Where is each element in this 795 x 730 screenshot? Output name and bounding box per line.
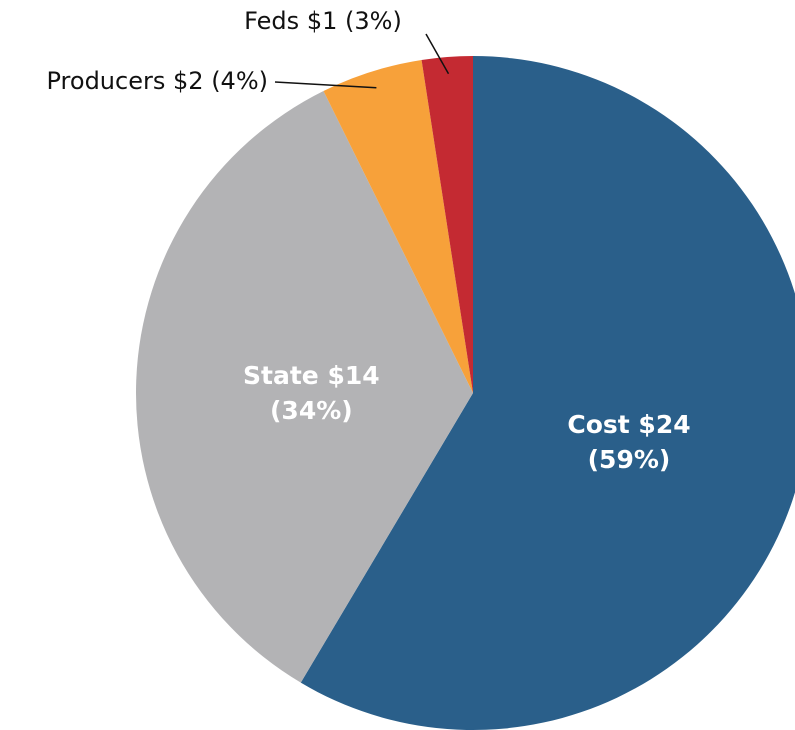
slice-value: $1 [307,7,338,35]
slice-label: Producers $2 (4%) [47,67,269,95]
leader-line [425,33,450,75]
slice-percent: (59%) [588,445,671,474]
pie-slice [135,90,474,683]
leader-line [274,81,377,89]
slice-percent: (3%) [345,7,402,35]
pie-slice [421,56,473,393]
slice-value: $24 [638,410,690,439]
slice-label: Feds $1 (3%) [244,7,402,35]
slice-category: Feds [244,7,299,35]
pie-slice [300,56,795,730]
slice-percent: (4%) [211,67,268,95]
slice-label: Cost $24 [567,410,690,439]
slice-value: $14 [327,361,379,390]
pie-slice [323,59,473,394]
slice-category: State [243,361,319,390]
slice-category: Cost [567,410,629,439]
slice-percent: (34%) [270,396,353,425]
slice-label: State $14 [243,361,380,390]
slice-value: $2 [173,67,204,95]
slice-category: Producers [47,67,166,95]
